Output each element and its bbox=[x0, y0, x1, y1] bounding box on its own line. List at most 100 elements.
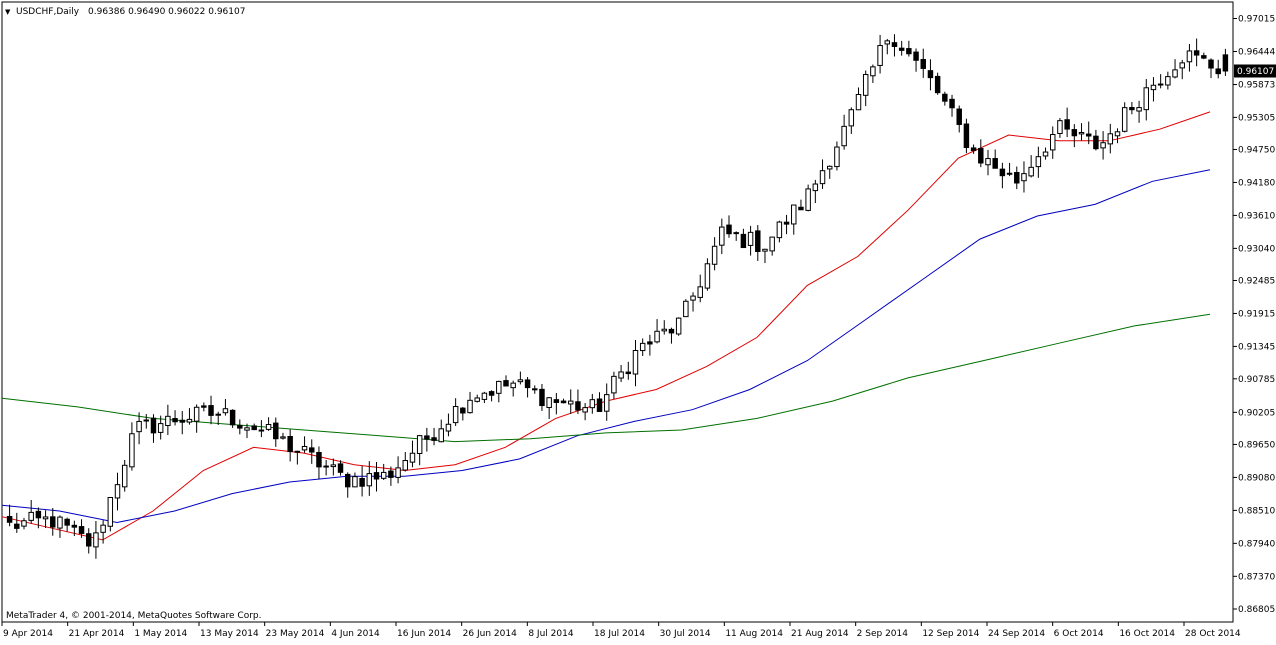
candle bbox=[942, 91, 948, 106]
x-tick-label: 18 Jul 2014 bbox=[594, 629, 645, 639]
candle bbox=[1193, 38, 1200, 67]
candle bbox=[157, 415, 164, 440]
y-tick-label: 0.87370 bbox=[1238, 572, 1275, 582]
candle bbox=[963, 118, 970, 154]
copyright-label: MetaTrader 4, © 2001-2014, MetaQuotes So… bbox=[6, 611, 262, 621]
candle bbox=[265, 417, 272, 431]
x-tick: 21 Aug 2014 bbox=[789, 622, 849, 639]
candle bbox=[50, 507, 56, 536]
x-tick-label: 21 Apr 2014 bbox=[69, 629, 125, 639]
candle bbox=[150, 414, 157, 443]
x-tick: 13 May 2014 bbox=[198, 622, 259, 639]
candle bbox=[992, 149, 998, 169]
x-tick-label: 28 Oct 2014 bbox=[1185, 629, 1241, 639]
candle bbox=[639, 338, 646, 357]
candle bbox=[1093, 129, 1099, 151]
x-tick-label: 24 Sep 2014 bbox=[988, 629, 1045, 639]
candles bbox=[6, 34, 1229, 559]
candle bbox=[683, 299, 689, 318]
candle bbox=[488, 390, 495, 402]
candle bbox=[373, 461, 380, 492]
candle bbox=[1021, 161, 1027, 193]
candle bbox=[129, 422, 135, 471]
y-tick: 0.86805 bbox=[1233, 605, 1275, 615]
x-tick-label: 9 Apr 2014 bbox=[3, 629, 53, 639]
candle bbox=[934, 72, 941, 95]
candle bbox=[1136, 100, 1142, 123]
candle bbox=[114, 472, 121, 511]
candle bbox=[431, 427, 437, 446]
y-tick-label: 0.89650 bbox=[1238, 440, 1275, 450]
candle bbox=[107, 496, 114, 532]
y-tick-label: 0.94180 bbox=[1238, 178, 1275, 188]
candle bbox=[6, 504, 13, 527]
candle bbox=[675, 317, 682, 336]
x-tick: 28 Oct 2014 bbox=[1183, 622, 1241, 639]
x-tick: 2 Sep 2014 bbox=[855, 622, 909, 639]
candle bbox=[1014, 166, 1020, 190]
candle bbox=[474, 394, 480, 403]
candle bbox=[798, 199, 804, 211]
price-axis: 0.97015 0.96444 0.95873 0.95305 0.94750 0.941… bbox=[1233, 14, 1275, 615]
x-tick-label: 21 Aug 2014 bbox=[791, 629, 849, 639]
candle bbox=[855, 87, 862, 111]
y-tick: 0.87370 bbox=[1233, 572, 1275, 582]
candle bbox=[1028, 155, 1034, 178]
candle bbox=[1071, 124, 1078, 148]
x-tick: 11 Aug 2014 bbox=[723, 622, 783, 639]
y-tick-label: 0.89080 bbox=[1238, 473, 1275, 483]
y-tick: 0.91915 bbox=[1233, 309, 1275, 319]
y-tick: 0.92485 bbox=[1233, 276, 1275, 286]
time-axis: 9 Apr 2014 21 Apr 2014 1 May 2014 13 May 20… bbox=[1, 622, 1241, 639]
candle bbox=[985, 149, 991, 176]
candle bbox=[1085, 121, 1092, 145]
candle bbox=[1035, 146, 1042, 178]
candle bbox=[481, 391, 488, 404]
candle bbox=[201, 402, 207, 412]
candle bbox=[1129, 101, 1135, 115]
candle bbox=[452, 398, 459, 426]
y-tick-label: 0.93610 bbox=[1238, 211, 1275, 221]
candle bbox=[136, 412, 142, 445]
moving-average-line bbox=[1, 313, 1211, 443]
candle bbox=[1208, 58, 1214, 79]
candle bbox=[812, 179, 819, 204]
candle bbox=[747, 225, 754, 256]
candle bbox=[1006, 162, 1013, 177]
x-tick: 1 May 2014 bbox=[132, 622, 188, 639]
candle bbox=[57, 515, 63, 538]
x-tick-label: 16 Oct 2014 bbox=[1119, 629, 1175, 639]
candle bbox=[1042, 147, 1049, 160]
y-tick: 0.91345 bbox=[1233, 342, 1275, 352]
price-tag-label: 0.96107 bbox=[1237, 67, 1274, 77]
candle bbox=[582, 403, 588, 421]
candle bbox=[510, 380, 516, 397]
candle bbox=[762, 248, 768, 264]
candle bbox=[568, 389, 574, 414]
candle bbox=[769, 236, 775, 256]
candle bbox=[395, 456, 401, 484]
candle bbox=[841, 114, 847, 150]
x-tick-label: 11 Aug 2014 bbox=[725, 629, 783, 639]
candle bbox=[222, 398, 229, 416]
candle bbox=[611, 371, 617, 400]
candle bbox=[186, 408, 193, 425]
collapse-icon[interactable]: ▼ bbox=[5, 8, 11, 16]
candle bbox=[978, 139, 984, 168]
candle bbox=[445, 413, 452, 437]
candle bbox=[416, 434, 423, 466]
y-tick-label: 0.86805 bbox=[1238, 605, 1275, 615]
candle bbox=[740, 228, 747, 249]
candle bbox=[704, 258, 711, 291]
x-tick: 16 Oct 2014 bbox=[1117, 622, 1175, 639]
candle bbox=[539, 383, 545, 411]
candle bbox=[1165, 71, 1171, 90]
candle bbox=[970, 144, 977, 154]
x-tick-label: 2 Sep 2014 bbox=[857, 629, 909, 639]
candle bbox=[776, 220, 783, 243]
candle bbox=[1179, 59, 1185, 80]
y-tick: 0.93610 bbox=[1233, 211, 1275, 221]
candle bbox=[380, 463, 387, 481]
